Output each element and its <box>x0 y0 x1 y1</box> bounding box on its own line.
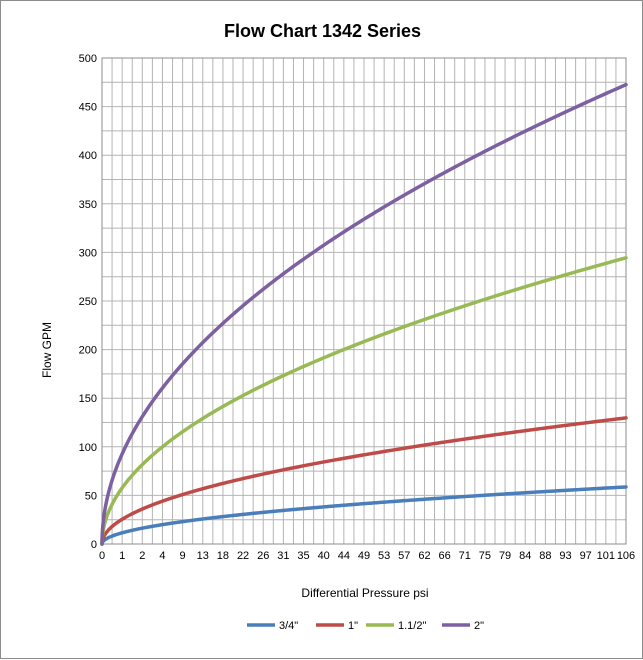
x-tick-label: 84 <box>519 550 531 562</box>
y-tick-label: 500 <box>79 53 97 65</box>
x-tick-label: 2 <box>139 550 145 562</box>
x-tick-label: 4 <box>159 550 165 562</box>
x-tick-label: 9 <box>180 550 186 562</box>
x-tick-label: 31 <box>277 550 289 562</box>
x-tick-label: 101 <box>597 550 615 562</box>
y-tick-label: 400 <box>79 150 97 162</box>
x-tick-label: 62 <box>418 550 430 562</box>
y-tick-label: 100 <box>79 442 97 454</box>
x-tick-labels: 0 1 2 4 9 13 18 22 26 31 35 40 44 49 53 57 62 66 71 75 79 84 8… <box>99 550 635 562</box>
x-tick-label: 53 <box>378 550 390 562</box>
x-tick-label: 1 <box>119 550 125 562</box>
y-tick-label: 450 <box>79 102 97 114</box>
x-tick-label: 22 <box>237 550 249 562</box>
x-tick-label: 40 <box>318 550 330 562</box>
x-tick-label: 13 <box>197 550 209 562</box>
legend-label: 1" <box>348 620 358 632</box>
x-tick-label: 49 <box>358 550 370 562</box>
y-tick-label: 50 <box>85 490 97 502</box>
x-tick-label: 26 <box>257 550 269 562</box>
x-tick-label: 44 <box>338 550 350 562</box>
x-axis-label: Differential Pressure psi <box>301 586 428 600</box>
legend-label: 1.1/2" <box>398 620 426 632</box>
chart-title: Flow Chart 1342 Series <box>223 21 422 41</box>
x-tick-label: 35 <box>297 550 309 562</box>
x-tick-label: 57 <box>398 550 410 562</box>
x-tick-label: 0 <box>99 550 105 562</box>
x-tick-label: 75 <box>479 550 491 562</box>
series-line-0 <box>100 485 628 546</box>
x-tick-label: 106 <box>617 550 635 562</box>
y-tick-label: 250 <box>79 296 97 308</box>
y-axis-label: Flow GPM <box>40 322 54 378</box>
y-tick-label: 150 <box>79 393 97 405</box>
plot-area-border <box>101 57 627 545</box>
grid-lines <box>101 57 627 545</box>
series-line-3 <box>100 82 628 546</box>
x-tick-label: 97 <box>580 550 592 562</box>
x-tick-label: 93 <box>559 550 571 562</box>
x-tick-label: 88 <box>539 550 551 562</box>
legend-label: 3/4" <box>279 620 298 632</box>
y-tick-label: 200 <box>79 345 97 357</box>
legend: 3/4" 1" 1.1/2" 2" <box>247 620 484 632</box>
y-tick-label: 0 <box>91 539 97 551</box>
x-tick-label: 71 <box>459 550 471 562</box>
x-tick-label: 66 <box>438 550 450 562</box>
x-tick-label: 79 <box>499 550 511 562</box>
x-tick-label: 18 <box>217 550 229 562</box>
series-line-2 <box>100 256 628 546</box>
y-tick-label: 300 <box>79 247 97 259</box>
y-tick-label: 350 <box>79 199 97 211</box>
legend-label: 2" <box>474 620 484 632</box>
y-tick-labels: 0 50 100 150 200 250 300 350 400 450 500 <box>79 53 97 551</box>
series-lines <box>100 82 628 546</box>
series-line-1 <box>100 416 628 546</box>
